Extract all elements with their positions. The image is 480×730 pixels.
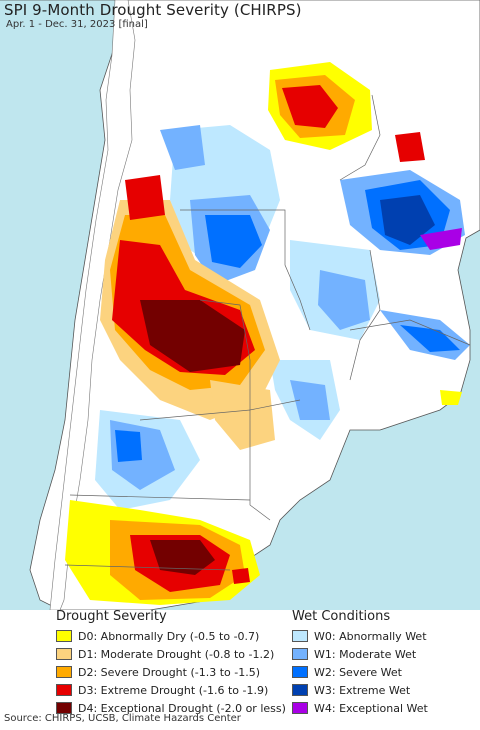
- legend-label: D1: Moderate Drought (-0.8 to -1.2): [78, 647, 275, 661]
- swatch-d1: [56, 648, 72, 660]
- drought-legend-title: Drought Severity: [56, 609, 167, 624]
- wet-legend-title: Wet Conditions: [292, 609, 391, 624]
- legend-label: W3: Extreme Wet: [314, 683, 411, 697]
- drought-map: [0, 0, 480, 610]
- legend-label: D0: Abnormally Dry (-0.5 to -0.7): [78, 629, 260, 643]
- legend-label: W0: Abnormally Wet: [314, 629, 427, 643]
- legend-item-d4: D4: Exceptional Drought (-2.0 or less): [56, 699, 286, 717]
- legend-label: D4: Exceptional Drought (-2.0 or less): [78, 701, 286, 715]
- legend-item-w4: W4: Exceptional Wet: [292, 699, 428, 717]
- legend-label: W2: Severe Wet: [314, 665, 402, 679]
- wet-areas: [95, 125, 470, 510]
- legend-label: W1: Moderate Wet: [314, 647, 417, 661]
- swatch-w4: [292, 702, 308, 714]
- boundaries: [64, 94, 471, 571]
- swatch-w2: [292, 666, 308, 678]
- legend-item-w2: W2: Severe Wet: [292, 663, 428, 681]
- map-title: SPI 9-Month Drought Severity (CHIRPS): [4, 1, 302, 19]
- legend-item-w1: W1: Moderate Wet: [292, 645, 428, 663]
- legend-item-d3: D3: Extreme Drought (-1.6 to -1.9): [56, 681, 286, 699]
- swatch-d2: [56, 666, 72, 678]
- wet-legend: Wet Conditions W0: Abnormally Wet W1: Mo…: [292, 609, 428, 717]
- legend-item-d0: D0: Abnormally Dry (-0.5 to -0.7): [56, 627, 286, 645]
- legend-label: D2: Severe Drought (-1.3 to -1.5): [78, 665, 261, 679]
- swatch-d3: [56, 684, 72, 696]
- legend-item-d2: D2: Severe Drought (-1.3 to -1.5): [56, 663, 286, 681]
- map-subtitle: Apr. 1 - Dec. 31, 2023 [final]: [6, 19, 148, 30]
- source-credit: Source: CHIRPS, UCSB, Climate Hazards Ce…: [4, 713, 241, 724]
- drought-legend: Drought Severity D0: Abnormally Dry (-0.…: [56, 609, 286, 717]
- swatch-w1: [292, 648, 308, 660]
- swatch-w3: [292, 684, 308, 696]
- legend-item-d1: D1: Moderate Drought (-0.8 to -1.2): [56, 645, 286, 663]
- legend-item-w3: W3: Extreme Wet: [292, 681, 428, 699]
- chile-strip: [49, 0, 136, 610]
- legend-label: D3: Extreme Drought (-1.6 to -1.9): [78, 683, 269, 697]
- swatch-d0: [56, 630, 72, 642]
- swatch-w0: [292, 630, 308, 642]
- legend-item-w0: W0: Abnormally Wet: [292, 627, 428, 645]
- dry-areas: [65, 62, 462, 605]
- swatch-d4: [56, 702, 72, 714]
- legend-label: W4: Exceptional Wet: [314, 701, 428, 715]
